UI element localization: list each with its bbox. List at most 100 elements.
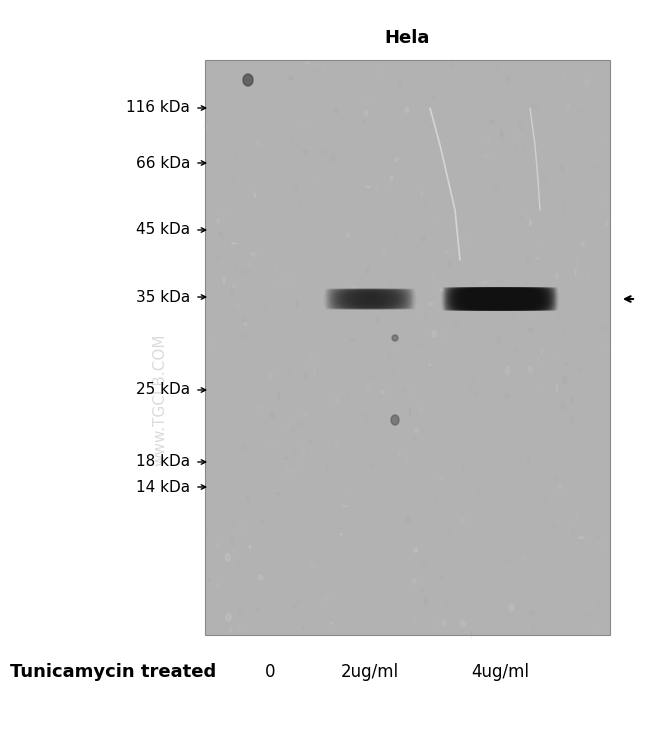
Ellipse shape	[261, 517, 263, 525]
Ellipse shape	[328, 289, 332, 309]
Ellipse shape	[369, 289, 372, 309]
Ellipse shape	[289, 76, 293, 80]
Ellipse shape	[344, 289, 348, 309]
Ellipse shape	[246, 77, 251, 80]
Ellipse shape	[453, 288, 457, 310]
Ellipse shape	[496, 288, 500, 310]
Text: 35 kDa: 35 kDa	[136, 290, 190, 305]
Ellipse shape	[580, 242, 584, 246]
Ellipse shape	[428, 303, 434, 305]
Ellipse shape	[562, 377, 567, 383]
Ellipse shape	[380, 289, 383, 309]
Ellipse shape	[392, 335, 398, 341]
Text: www.TGCLB.COM: www.TGCLB.COM	[153, 334, 168, 467]
Text: 25 kDa: 25 kDa	[136, 383, 190, 398]
Ellipse shape	[309, 438, 311, 444]
Ellipse shape	[486, 288, 490, 310]
Ellipse shape	[489, 288, 494, 310]
Ellipse shape	[402, 388, 408, 392]
Ellipse shape	[444, 288, 448, 310]
Ellipse shape	[292, 430, 295, 432]
Ellipse shape	[530, 610, 534, 616]
Ellipse shape	[603, 137, 607, 140]
Ellipse shape	[541, 288, 546, 310]
Ellipse shape	[302, 151, 307, 153]
Ellipse shape	[387, 289, 391, 309]
Ellipse shape	[467, 288, 471, 310]
Ellipse shape	[331, 289, 335, 309]
Ellipse shape	[511, 288, 515, 310]
Ellipse shape	[211, 343, 213, 345]
Text: 14 kDa: 14 kDa	[136, 479, 190, 495]
Text: 116 kDa: 116 kDa	[126, 100, 190, 115]
Ellipse shape	[389, 289, 393, 309]
Ellipse shape	[521, 288, 525, 310]
Ellipse shape	[366, 289, 370, 309]
Ellipse shape	[341, 289, 345, 309]
Ellipse shape	[537, 288, 541, 310]
Ellipse shape	[536, 288, 540, 310]
Ellipse shape	[242, 317, 246, 321]
Ellipse shape	[259, 406, 263, 409]
Ellipse shape	[552, 288, 556, 310]
Ellipse shape	[519, 122, 523, 129]
Ellipse shape	[371, 289, 376, 309]
Ellipse shape	[445, 288, 450, 310]
Ellipse shape	[270, 412, 274, 418]
Ellipse shape	[599, 629, 600, 636]
Ellipse shape	[430, 126, 433, 127]
Ellipse shape	[395, 289, 399, 309]
Ellipse shape	[519, 216, 524, 220]
Ellipse shape	[454, 323, 458, 330]
Ellipse shape	[571, 530, 577, 536]
Ellipse shape	[323, 65, 325, 71]
Ellipse shape	[374, 289, 378, 309]
Ellipse shape	[448, 300, 453, 308]
Ellipse shape	[357, 289, 361, 309]
Ellipse shape	[493, 288, 497, 310]
Ellipse shape	[506, 366, 510, 374]
Ellipse shape	[370, 289, 374, 309]
Ellipse shape	[477, 288, 482, 310]
Ellipse shape	[531, 288, 535, 310]
Ellipse shape	[517, 288, 521, 310]
Ellipse shape	[376, 71, 378, 75]
Ellipse shape	[552, 288, 556, 310]
Ellipse shape	[482, 288, 486, 310]
Ellipse shape	[456, 288, 460, 310]
Ellipse shape	[238, 626, 240, 629]
Ellipse shape	[393, 289, 396, 309]
Ellipse shape	[376, 289, 380, 309]
Ellipse shape	[528, 366, 533, 373]
Ellipse shape	[367, 96, 370, 99]
Ellipse shape	[405, 289, 409, 309]
Ellipse shape	[401, 289, 405, 309]
Ellipse shape	[216, 542, 219, 546]
Ellipse shape	[402, 289, 406, 309]
Ellipse shape	[390, 176, 393, 181]
Ellipse shape	[291, 137, 292, 140]
Ellipse shape	[587, 272, 590, 277]
Ellipse shape	[474, 288, 478, 310]
Ellipse shape	[599, 541, 604, 545]
Ellipse shape	[408, 289, 411, 309]
Ellipse shape	[491, 288, 495, 310]
Ellipse shape	[517, 288, 521, 310]
Ellipse shape	[387, 289, 391, 309]
Ellipse shape	[488, 288, 492, 310]
Ellipse shape	[447, 288, 451, 310]
Ellipse shape	[400, 289, 404, 309]
Ellipse shape	[492, 288, 496, 310]
Ellipse shape	[461, 288, 465, 310]
Ellipse shape	[301, 125, 305, 128]
Ellipse shape	[379, 289, 383, 309]
Ellipse shape	[311, 562, 316, 568]
Ellipse shape	[546, 288, 550, 310]
Ellipse shape	[255, 607, 259, 610]
Ellipse shape	[515, 288, 519, 310]
Ellipse shape	[244, 323, 247, 325]
Ellipse shape	[601, 325, 606, 331]
Ellipse shape	[508, 288, 512, 310]
Ellipse shape	[231, 518, 233, 522]
Ellipse shape	[576, 256, 579, 262]
